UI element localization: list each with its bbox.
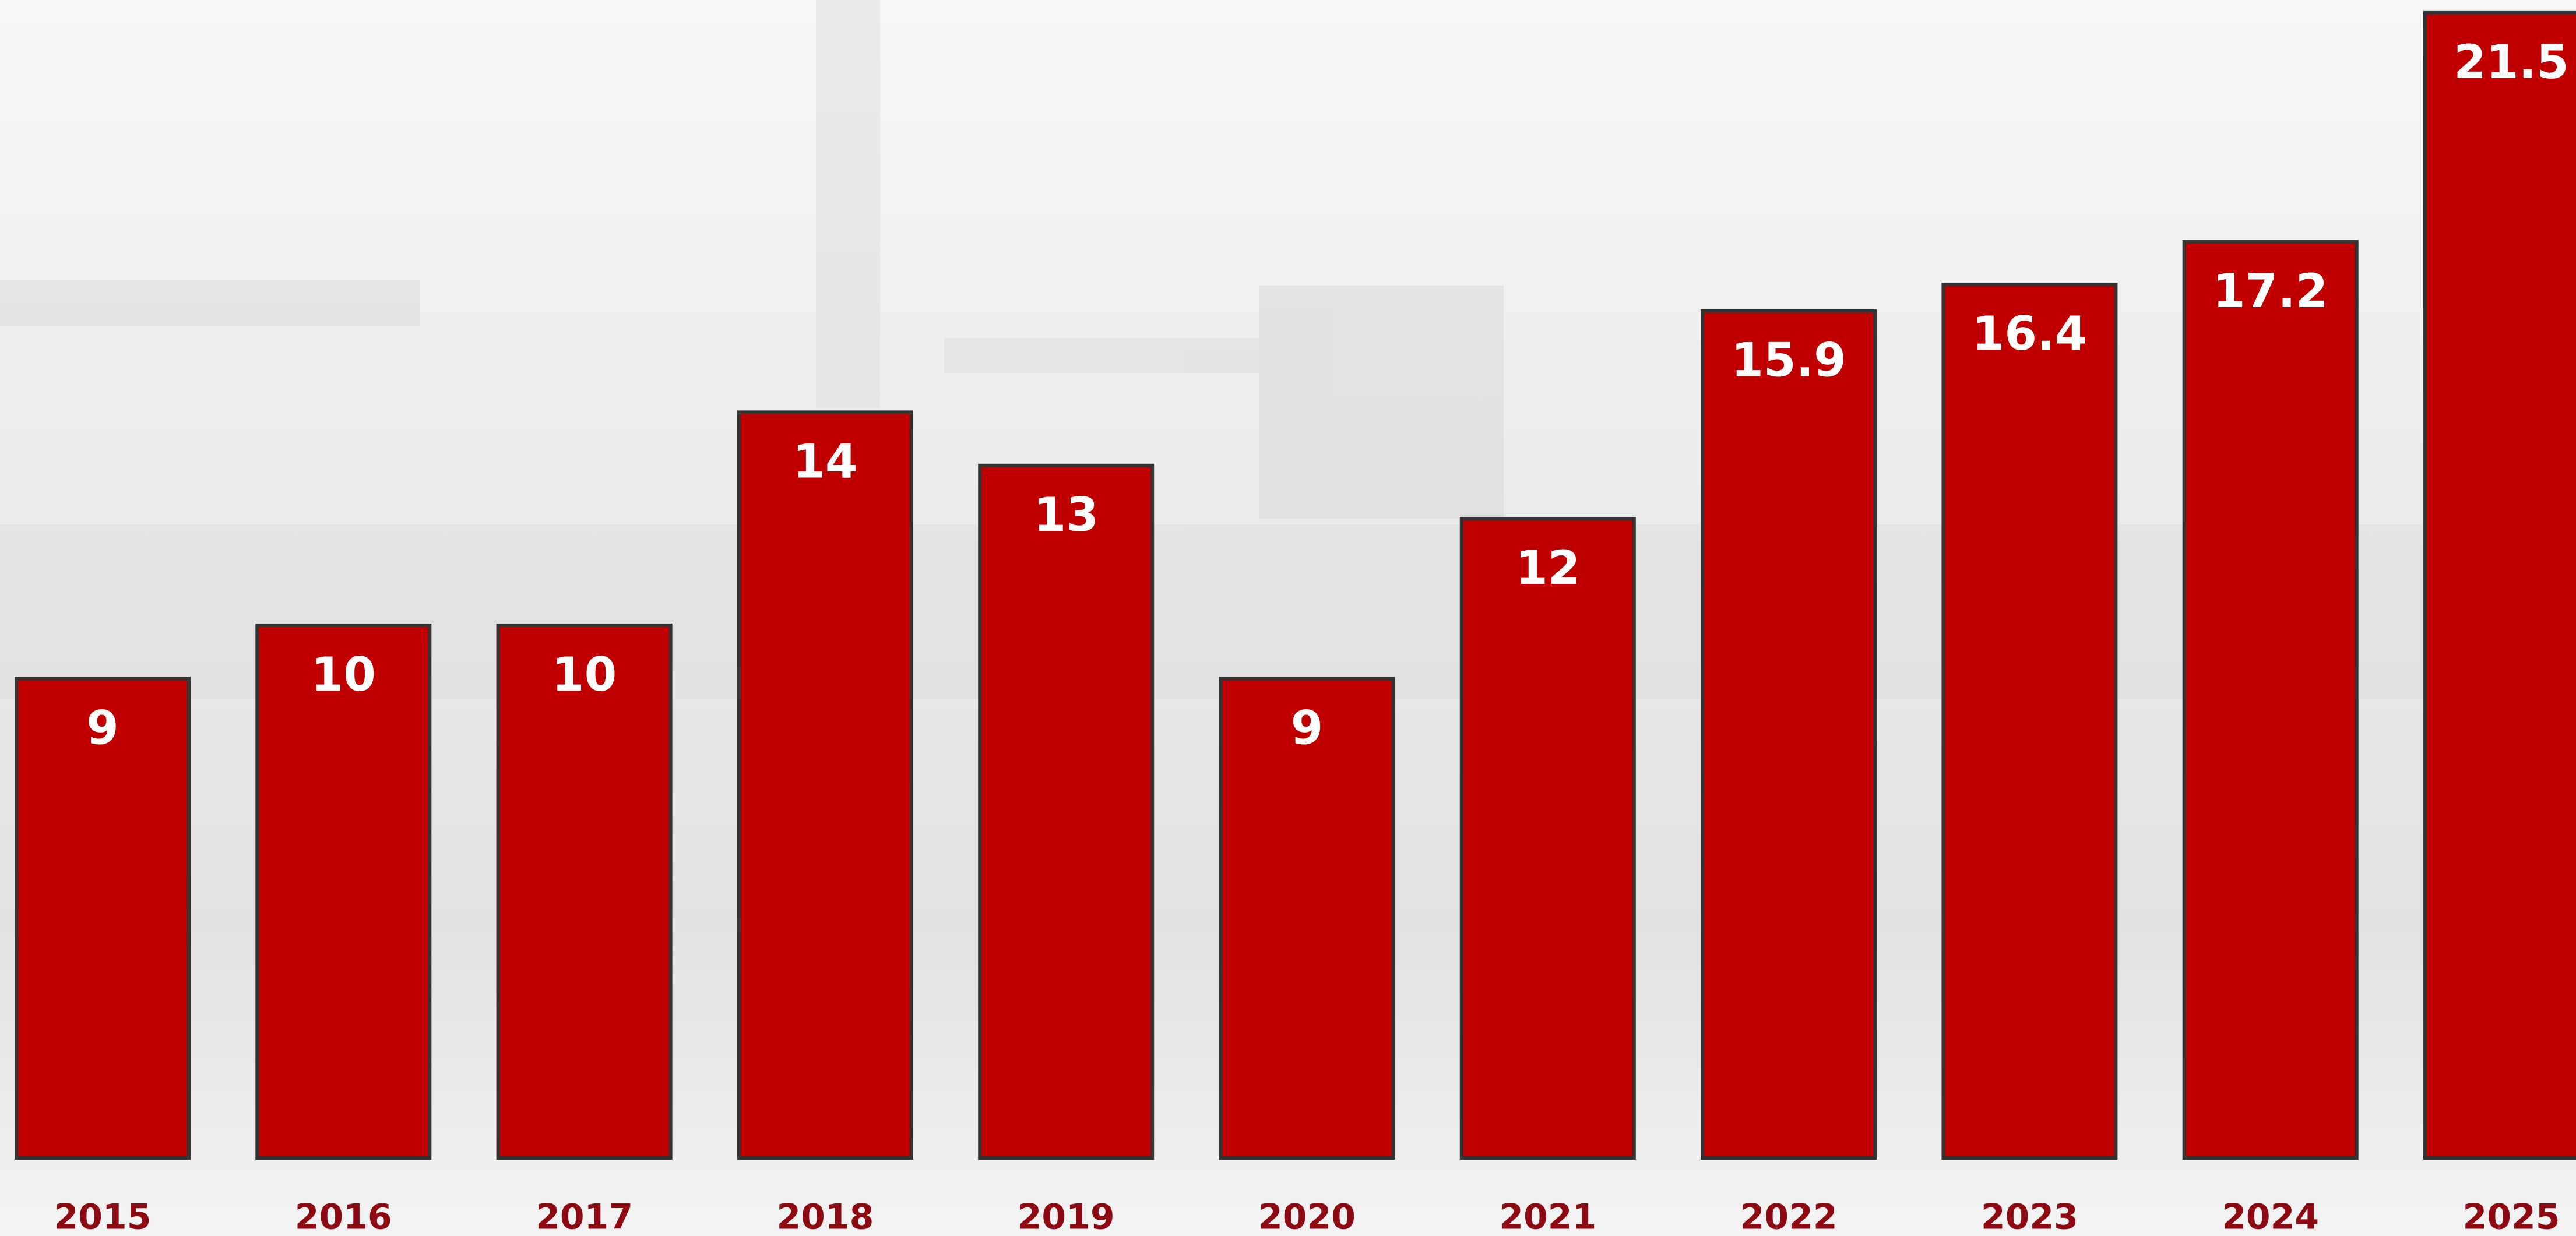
bar [2425,13,2576,1158]
x-tick-label: 2016 [295,1197,392,1236]
x-tick-label: 2024 [2222,1197,2319,1236]
x-tick-label: 2018 [776,1197,874,1236]
x-tick-label: 2020 [1258,1197,1356,1236]
bar [739,412,912,1158]
bar [2184,242,2357,1158]
page: 9 2015 10 2016 10 2017 14 2018 13 2019 9 2020 12 2021… [0,0,2576,1236]
x-tick-label: 2022 [1740,1197,1838,1236]
value-label: 9 [86,700,119,755]
value-label: 10 [311,647,376,702]
value-label: 12 [1515,541,1580,595]
x-tick-label: 2015 [54,1197,152,1236]
bar [1943,284,2116,1158]
value-label: 15.9 [1731,333,1846,388]
bar [980,466,1152,1158]
chart: 9 2015 10 2016 10 2017 14 2018 13 2019 9 2020 12 2021… [0,0,2576,1236]
x-tick-label: 2019 [1018,1197,1115,1236]
value-label: 14 [793,434,857,488]
value-label: 17.2 [2213,264,2328,318]
bar [498,625,671,1158]
x-tick-label: 2023 [1981,1197,2078,1236]
x-tick-label: 2025 [2463,1197,2560,1236]
value-label: 13 [1034,488,1099,542]
value-label: 21.5 [2454,35,2568,89]
value-label: 10 [552,647,617,702]
x-tick-label: 2021 [1499,1197,1596,1236]
x-tick-label: 2017 [536,1197,633,1236]
value-label: 16.4 [1972,307,2087,361]
value-label: 9 [1291,700,1324,755]
bar [257,625,430,1158]
bar [1702,311,1875,1158]
bar [1462,519,1634,1158]
